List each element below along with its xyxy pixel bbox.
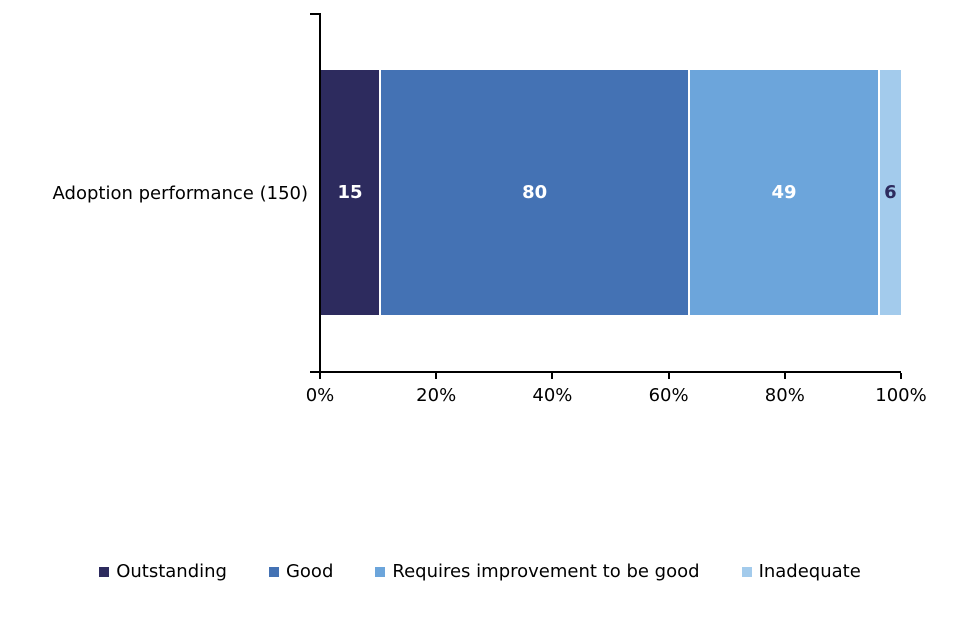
- legend-item-3: Requires improvement to be good: [375, 561, 700, 582]
- x-axis: 0% 20% 40% 60% 80% 100%: [306, 371, 927, 416]
- category-axis-line: [319, 13, 321, 373]
- x-axis-tick-label: 40%: [532, 385, 573, 406]
- x-axis-line: [320, 371, 901, 373]
- legend-item-4: Inadequate: [741, 561, 861, 582]
- legend-item-label: Inadequate: [758, 561, 861, 582]
- legend-marker-icon: [268, 566, 279, 577]
- bar-segment-4: 6: [877, 70, 901, 315]
- x-axis-tick-label: 100%: [875, 385, 927, 406]
- legend-item-1: Outstanding: [99, 561, 227, 582]
- legend-item-label: Outstanding: [116, 561, 227, 582]
- stacked-bar: 15 80 49 6: [321, 70, 901, 315]
- segment-value-label: 49: [771, 182, 797, 203]
- x-axis-tick: [900, 373, 902, 379]
- segment-value-label: 6: [884, 182, 897, 203]
- legend-marker-icon: [99, 566, 110, 577]
- bar-segment-3: 49: [688, 70, 878, 315]
- x-axis-tick: [551, 373, 554, 379]
- x-axis-tick-label: 0%: [305, 385, 335, 406]
- legend-item-2: Good: [268, 561, 334, 582]
- legend-item-label: Requires improvement to be good: [392, 561, 700, 582]
- x-axis-tick-label: 60%: [648, 385, 689, 406]
- legend-item-label: Good: [285, 561, 334, 582]
- x-axis-tick: [435, 373, 438, 379]
- segment-value-label: 15: [337, 182, 363, 203]
- category-label: Adoption performance (150): [52, 183, 308, 204]
- segment-value-label: 80: [522, 182, 548, 203]
- legend: Outstanding Good Requires improvement to b…: [0, 561, 960, 582]
- x-axis-tick: [667, 373, 670, 379]
- x-axis-tick-label: 80%: [764, 385, 805, 406]
- legend-marker-icon: [741, 566, 752, 577]
- bar-segment-2: 80: [379, 70, 689, 315]
- category-axis-tick-bottom: [310, 371, 320, 373]
- category-axis-tick-top: [310, 13, 320, 15]
- x-axis-tick: [319, 373, 321, 379]
- legend-marker-icon: [375, 566, 386, 577]
- x-axis-tick-label: 20%: [416, 385, 457, 406]
- x-axis-tick: [783, 373, 786, 379]
- bar-segment-1: 15: [321, 70, 379, 315]
